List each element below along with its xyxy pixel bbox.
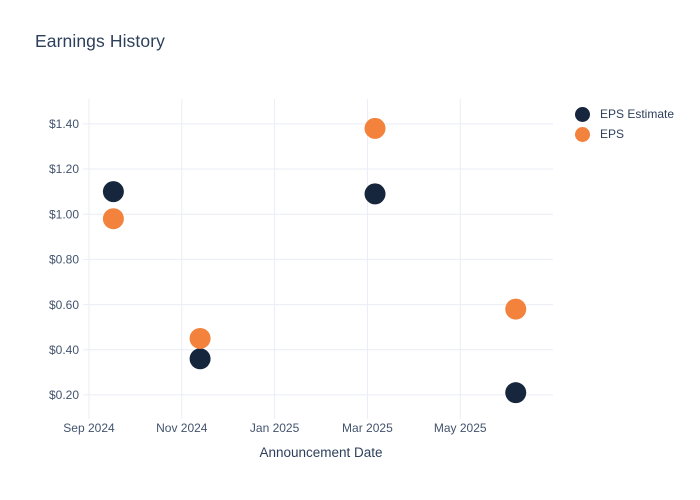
data-point-eps[interactable] <box>364 117 386 139</box>
eps-estimate-marker-icon <box>575 106 590 122</box>
y-tick-label: $1.20 <box>49 162 79 176</box>
y-tick-label: $0.20 <box>49 388 79 402</box>
y-tick-label: $0.80 <box>49 253 79 267</box>
x-tick-label: Mar 2025 <box>342 421 393 435</box>
data-point-eps-estimate[interactable] <box>102 181 124 203</box>
y-tick-label: $0.40 <box>49 343 79 357</box>
eps-marker-icon <box>575 126 590 142</box>
x-tick-label: Jan 2025 <box>250 421 300 435</box>
data-point-eps-estimate[interactable] <box>364 183 386 205</box>
data-point-eps[interactable] <box>505 298 527 320</box>
legend-label: EPS Estimate <box>600 107 675 121</box>
legend-label: EPS <box>600 127 625 141</box>
x-tick-label: Nov 2024 <box>156 421 208 435</box>
legend-item-eps-estimate[interactable]: EPS Estimate <box>575 104 674 124</box>
x-tick-label: Sep 2024 <box>63 421 115 435</box>
y-tick-label: $1.40 <box>49 117 79 131</box>
chart-title: Earnings History <box>35 31 165 51</box>
legend: EPS Estimate EPS <box>575 104 674 144</box>
data-point-eps[interactable] <box>102 208 124 230</box>
data-point-eps-estimate[interactable] <box>505 382 527 404</box>
y-tick-label: $0.60 <box>49 298 79 312</box>
y-tick-label: $1.00 <box>49 207 79 221</box>
x-axis-title: Announcement Date <box>259 445 383 460</box>
data-point-eps-estimate[interactable] <box>189 348 211 370</box>
x-tick-label: May 2025 <box>434 421 487 435</box>
data-point-eps[interactable] <box>189 327 211 349</box>
legend-item-eps[interactable]: EPS <box>575 124 674 144</box>
